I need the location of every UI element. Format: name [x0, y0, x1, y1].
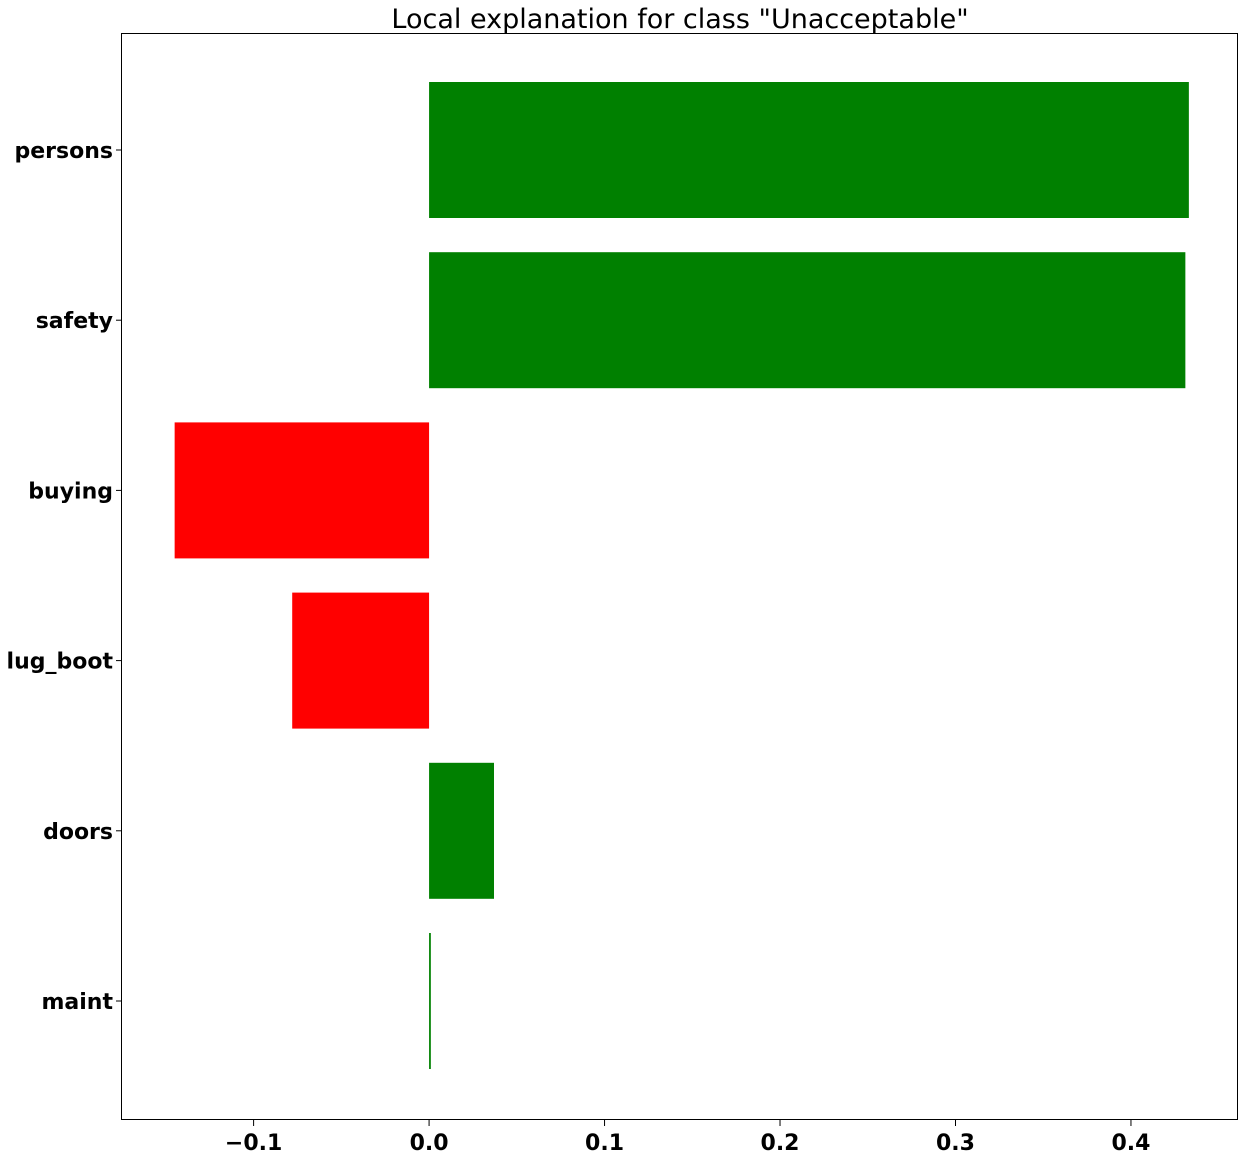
- x-tick-label: 0.4: [1111, 1131, 1150, 1154]
- bar-maint: [429, 933, 431, 1069]
- y-tick-label-lug-boot: lug_boot: [7, 650, 114, 675]
- x-tick-label: −0.1: [225, 1131, 282, 1154]
- bar-lug-boot: [292, 592, 430, 729]
- y-tick-label-persons: persons: [15, 139, 113, 164]
- bar-persons: [429, 82, 1189, 218]
- bar-doors: [429, 762, 494, 899]
- bars-layer: [174, 82, 1189, 1069]
- y-tick-label-maint: maint: [42, 990, 114, 1015]
- chart-title: Local explanation for class "Unacceptabl…: [391, 4, 968, 35]
- bar-buying: [174, 422, 430, 559]
- plot-frame: [121, 33, 1238, 1120]
- x-axis: −0.1 0.0 0.1 0.2 0.3 0.4: [225, 1120, 1150, 1154]
- x-tick-label: 0.3: [936, 1131, 975, 1154]
- y-tick-label-safety: safety: [36, 309, 113, 334]
- x-tick-label: 0.2: [761, 1131, 800, 1154]
- x-tick-label: 0.1: [585, 1131, 624, 1154]
- y-tick-label-buying: buying: [28, 479, 113, 504]
- y-tick-label-doors: doors: [43, 820, 113, 845]
- x-tick-label: 0.0: [410, 1131, 449, 1154]
- bar-safety: [429, 252, 1186, 389]
